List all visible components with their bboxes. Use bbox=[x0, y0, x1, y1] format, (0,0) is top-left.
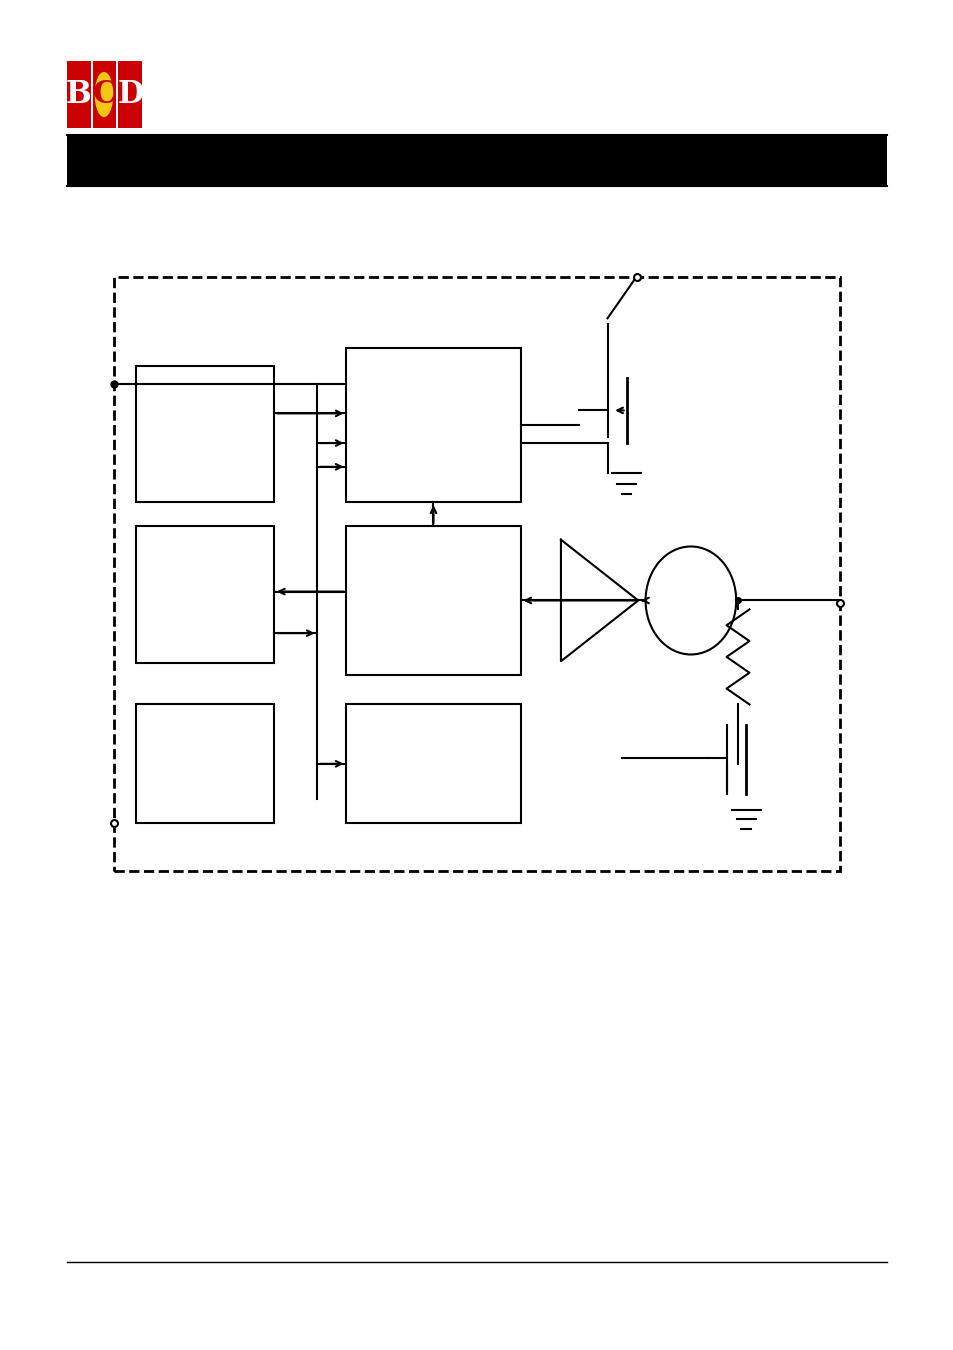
Ellipse shape bbox=[95, 73, 112, 116]
Bar bbox=[136, 366, 274, 502]
Bar bbox=[346, 705, 520, 824]
Bar bbox=[67, 61, 91, 128]
Text: B: B bbox=[66, 80, 91, 109]
Text: C: C bbox=[92, 80, 116, 109]
Bar bbox=[114, 277, 839, 871]
Bar bbox=[92, 61, 116, 128]
Ellipse shape bbox=[645, 547, 736, 655]
Bar bbox=[346, 526, 520, 675]
Bar bbox=[136, 526, 274, 663]
Bar bbox=[67, 135, 886, 186]
Bar bbox=[118, 61, 142, 128]
Text: D: D bbox=[117, 80, 144, 109]
Polygon shape bbox=[560, 540, 638, 662]
Bar bbox=[346, 348, 520, 502]
Bar bbox=[136, 705, 274, 824]
